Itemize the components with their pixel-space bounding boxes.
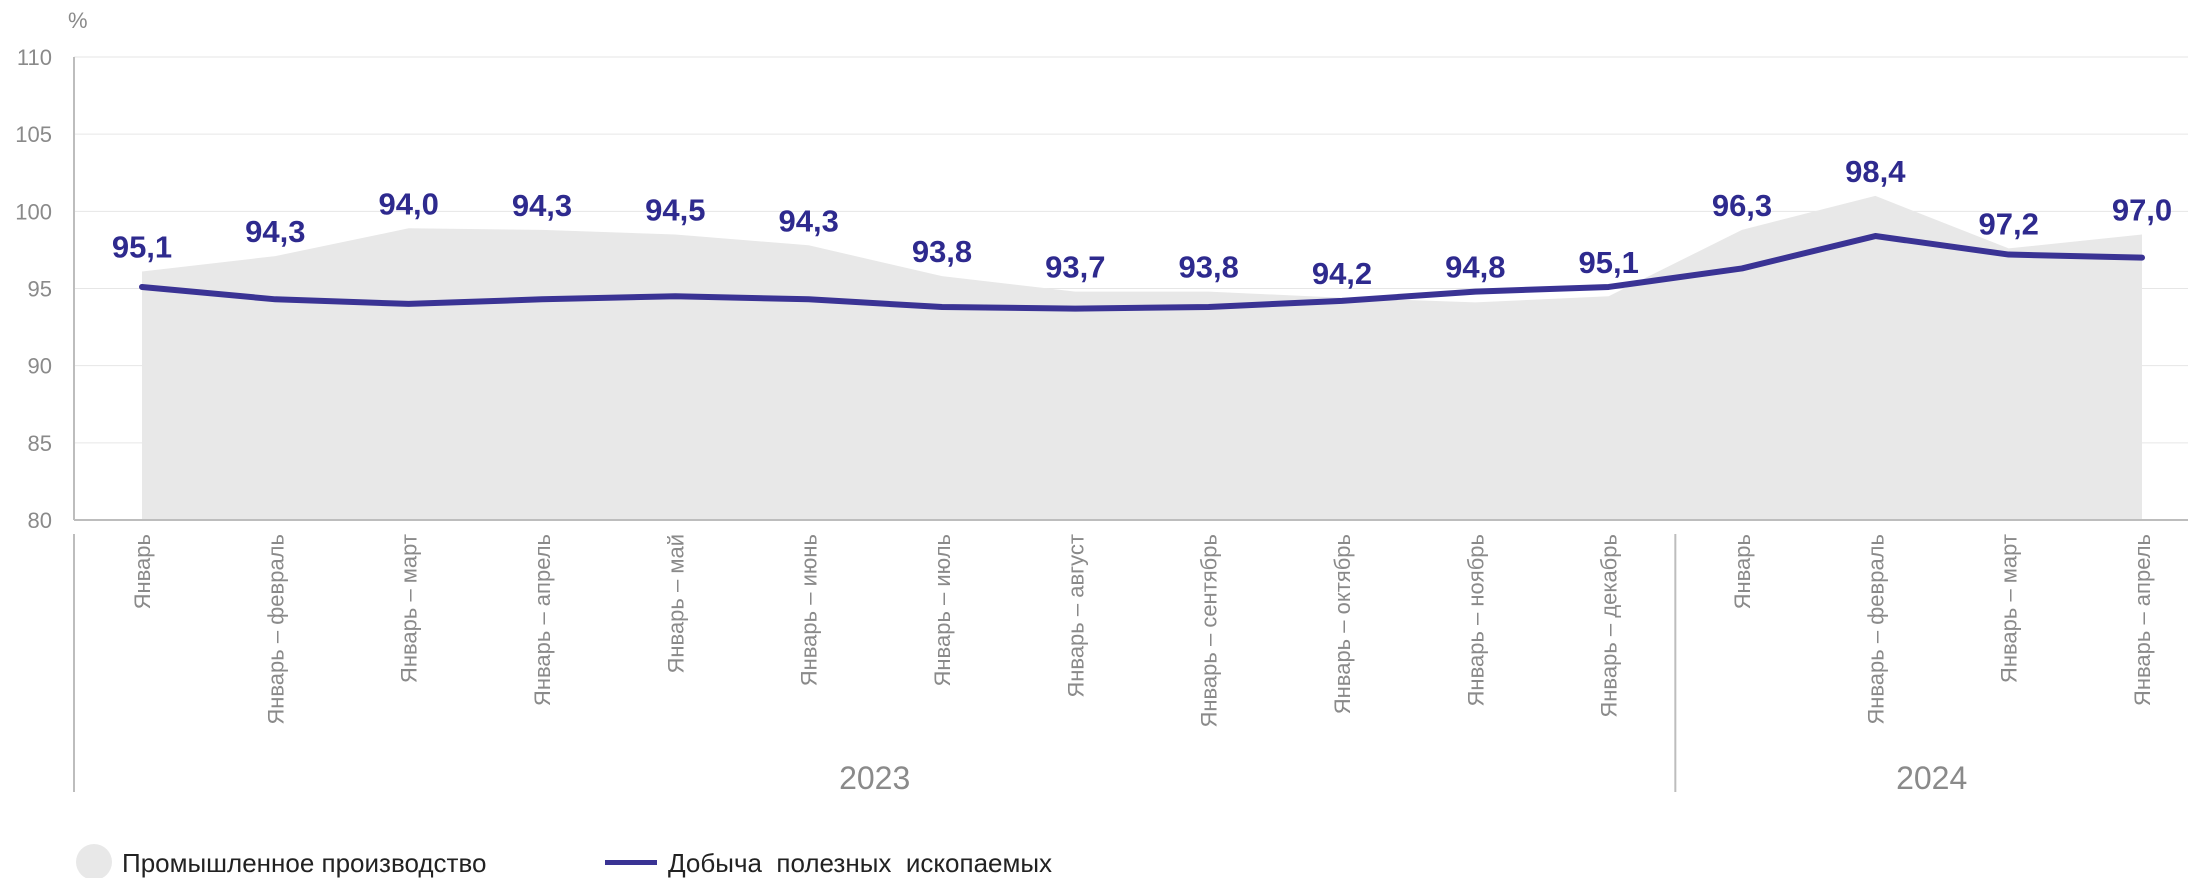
data-label: 93,7	[1045, 250, 1105, 285]
y-tick-label: 80	[28, 508, 52, 533]
x-tick-label: Январь – март	[397, 534, 422, 683]
x-tick-label: Январь – ноябрь	[1463, 534, 1488, 706]
legend-swatch-line	[605, 860, 657, 865]
x-tick-label: Январь	[130, 534, 155, 609]
line-path	[139, 233, 2145, 312]
x-tick-label: Январь – февраль	[1863, 534, 1888, 725]
legend-swatch-area	[76, 844, 112, 878]
y-tick-label: 110	[17, 45, 52, 70]
x-tick-label: Январь – июль	[930, 534, 955, 686]
x-tick-label: Январь – август	[1063, 534, 1088, 698]
data-label: 97,0	[2112, 192, 2172, 227]
x-tick-label: Январь – июнь	[797, 534, 822, 686]
year-label: 2024	[1896, 760, 1967, 796]
x-tick-label: Январь – апрель	[2130, 534, 2155, 706]
y-tick-label: 95	[28, 277, 52, 302]
x-tick-label: Январь – март	[1997, 534, 2022, 683]
x-tick-label: Январь	[1730, 534, 1755, 609]
x-tick-label: Январь – февраль	[263, 534, 288, 725]
y-axis-ticks: 80 85 90 95 100 105 110	[15, 45, 52, 533]
data-label: 96,3	[1712, 188, 1772, 223]
data-label: 95,1	[1578, 245, 1638, 280]
data-label: 93,8	[912, 234, 972, 269]
data-labels: 95,1 94,3 94,0 94,3 94,5 94,3 93,8 93,7 93,8 94,2…	[112, 154, 2172, 291]
y-tick-label: 85	[28, 431, 52, 456]
axes	[73, 57, 2188, 521]
data-label: 94,8	[1445, 250, 1505, 285]
area-path	[142, 195, 2142, 520]
x-tick-label: Январь – октябрь	[1330, 534, 1355, 714]
legend-label-line: Добыча полезных ископаемых	[668, 848, 1052, 878]
legend: Промышленное производство Добыча полезны…	[76, 844, 1052, 878]
y-tick-label: 100	[15, 199, 52, 224]
data-label: 94,3	[778, 203, 838, 238]
y-tick-label: 105	[15, 122, 52, 147]
data-label: 93,8	[1178, 250, 1238, 285]
year-label: 2023	[839, 760, 910, 796]
x-tick-label: Январь – декабрь	[1597, 534, 1622, 718]
x-tick-label: Январь – сентябрь	[1197, 534, 1222, 728]
year-groups: 2023 2024	[73, 534, 1967, 796]
x-tick-label: Январь – апрель	[530, 534, 555, 706]
data-label: 94,3	[512, 188, 572, 223]
x-axis-labels: Январь Январь – февраль Январь – март Январ…	[130, 534, 2155, 728]
data-label: 94,0	[378, 186, 438, 221]
y-axis-unit: %	[68, 8, 88, 33]
data-label: 94,2	[1312, 256, 1372, 291]
area-series	[142, 195, 2142, 520]
x-tick-label: Январь – май	[663, 534, 688, 674]
data-label: 98,4	[1845, 154, 1906, 189]
data-label: 97,2	[1978, 206, 2038, 241]
data-label: 94,5	[645, 192, 705, 227]
line-series	[139, 233, 2145, 312]
data-label: 95,1	[112, 230, 172, 265]
legend-label-area: Промышленное производство	[122, 848, 486, 878]
data-label: 94,3	[245, 214, 305, 249]
y-tick-label: 90	[28, 354, 52, 379]
